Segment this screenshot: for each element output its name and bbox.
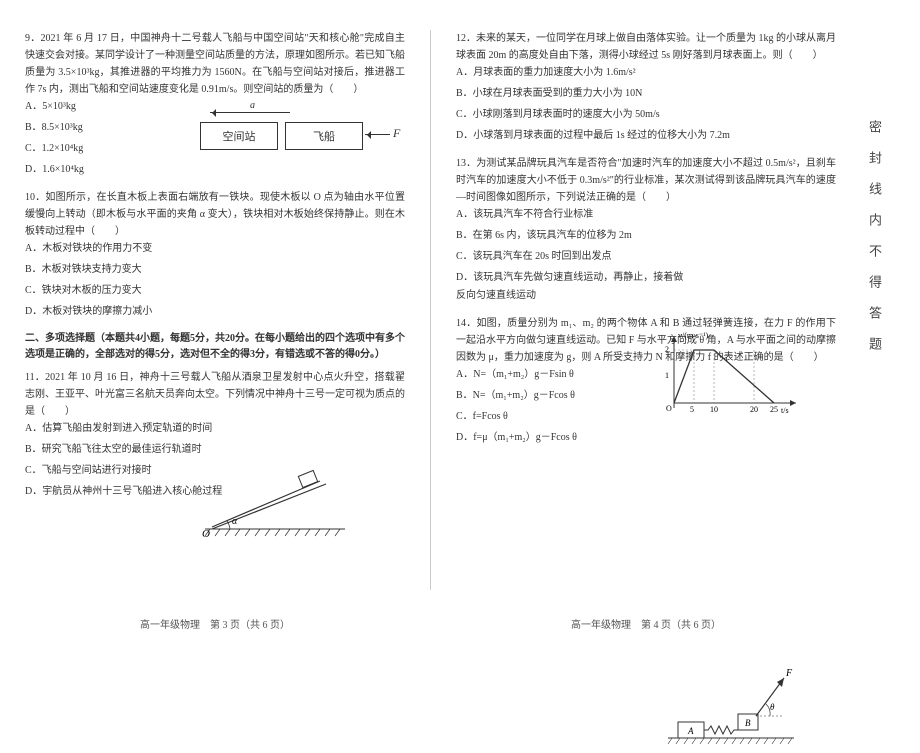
q10-figure: α O [200,469,350,539]
side-column: 密封线内不得答题 [861,0,891,651]
q10-options: A．木板对铁块的作用力不变 B．木板对铁块支持力变大 C．铁块对木板的压力变大 … [25,240,405,321]
q13-text: 13．为测试某品牌玩具汽车是否符合"加速时汽车的加速度大小不超过 0.5m/s²… [456,155,836,206]
q10-alpha: α [232,516,238,527]
q14-text: 14．如图，质量分别为 m₁、m₂ 的两个物体 A 和 B 通过轻弹簧连接，在力… [456,315,836,366]
q13-opt-c: C．该玩具汽车在 20s 时回到出发点 [456,248,686,266]
q9-text: 9．2021 年 6 月 17 日，中国神舟十二号载人飞船与中国空间站"天和核心… [25,30,405,98]
q12-opt-c: C．小球刚落到月球表面时的速度大小为 50m/s [456,106,836,124]
q10-text: 10．如图所示，在长直木板上表面右端放有一铁块。现使木板以 O 点为轴由水平位置… [25,189,405,240]
q13-opt-b: B．在第 6s 内，该玩具汽车的位移为 2m [456,227,686,245]
q10-opt-c: C．铁块对木板的压力变大 [25,282,405,300]
q13-opt-d: D．该玩具汽车先做匀速直线运动，再静止，接着做反向匀速直线运动 [456,269,686,305]
section-2-title: 二、多项选择题（本题共4小题，每题5分，共20分。在每小题给出的四个选项中有多个… [25,331,405,363]
q12-opt-d: D．小球落到月球表面的过程中最后 1s 经过的位移大小为 7.2m [456,127,836,145]
svg-text:F: F [785,668,793,679]
q12-text: 12．未来的某天，一位同学在月球上做自由落体实验。让一个质量为 1kg 的小球从… [456,30,836,64]
q14-opt-a: A．N=（m₁+m₂）g－Fsin θ [456,366,696,384]
q9-fig-box-station: 空间站 [200,122,278,150]
page-4-footer: 高一年级物理 第 4 页（共 6 页） [456,616,836,631]
q11-text: 11．2021 年 10 月 16 日，神舟十三号载人飞船从酒泉卫星发射中心点火… [25,369,405,420]
q9-fig-a-label: a [250,100,255,111]
svg-text:A: A [687,726,694,736]
q10-opt-b: B．木板对铁块支持力变大 [25,261,405,279]
svg-text:θ: θ [770,702,775,712]
q14: 14．如图，质量分别为 m₁、m₂ 的两个物体 A 和 B 通过轻弹簧连接，在力… [456,315,836,447]
q14-opt-d: D．f=μ（m₁+m₂）g－Fcos θ [456,429,696,447]
q9-fig-arrow-f [365,134,390,135]
q14-options: A．N=（m₁+m₂）g－Fsin θ B．N=（m₁+m₂）g－Fcos θ … [456,366,696,447]
q13-options: A．该玩具汽车不符合行业标准 B．在第 6s 内，该玩具汽车的位移为 2m C．… [456,206,686,305]
page-3-footer: 高一年级物理 第 3 页（共 6 页） [25,616,405,631]
q10-opt-d: D．木板对铁块的摩擦力减小 [25,303,405,321]
seal-line-text: 密封线内不得答题 [861,120,884,368]
q10: 10．如图所示，在长直木板上表面右端放有一铁块。现使木板以 O 点为轴由水平位置… [25,189,405,321]
q12-opt-a: A．月球表面的重力加速度大小为 1.6m/s² [456,64,836,82]
q12-opt-b: B．小球在月球表面受到的重力大小为 10N [456,85,836,103]
q12-options: A．月球表面的重力加速度大小为 1.6m/s² B．小球在月球表面受到的重力大小… [456,64,836,145]
q14-opt-b: B．N=（m₁+m₂）g－Fcos θ [456,387,696,405]
page-3: 9．2021 年 6 月 17 日，中国神舟十二号载人飞船与中国空间站"天和核心… [0,0,430,651]
q13: 13．为测试某品牌玩具汽车是否符合"加速时汽车的加速度大小不超过 0.5m/s²… [456,155,836,305]
q9-opt-d: D．1.6×10⁴kg [25,161,405,179]
exam-spread: 9．2021 年 6 月 17 日，中国神舟十二号载人飞船与中国空间站"天和核心… [0,0,920,651]
q14-opt-c: C．f=Fcos θ [456,408,696,426]
q12: 12．未来的某天，一位同学在月球上做自由落体实验。让一个质量为 1kg 的小球从… [456,30,836,145]
q9-fig-arrow-a [210,112,290,113]
q9-fig-f-label: F [393,126,400,141]
q11-opt-a: A．估算飞船由发射到进入预定轨道的时间 [25,420,405,438]
page-4: 12．未来的某天，一位同学在月球上做自由落体实验。让一个质量为 1kg 的小球从… [431,0,861,651]
q9-fig-box-ship: 飞船 [285,122,363,150]
svg-text:B: B [745,718,751,728]
q10-O: O [202,528,210,539]
q10-opt-a: A．木板对铁块的作用力不变 [25,240,405,258]
q9-figure: a 空间站 飞船 F [200,100,375,160]
q11-opt-b: B．研究飞船飞往太空的最佳运行轨道时 [25,441,405,459]
q14-figure: A B θ F [666,660,796,750]
q13-opt-a: A．该玩具汽车不符合行业标准 [456,206,686,224]
